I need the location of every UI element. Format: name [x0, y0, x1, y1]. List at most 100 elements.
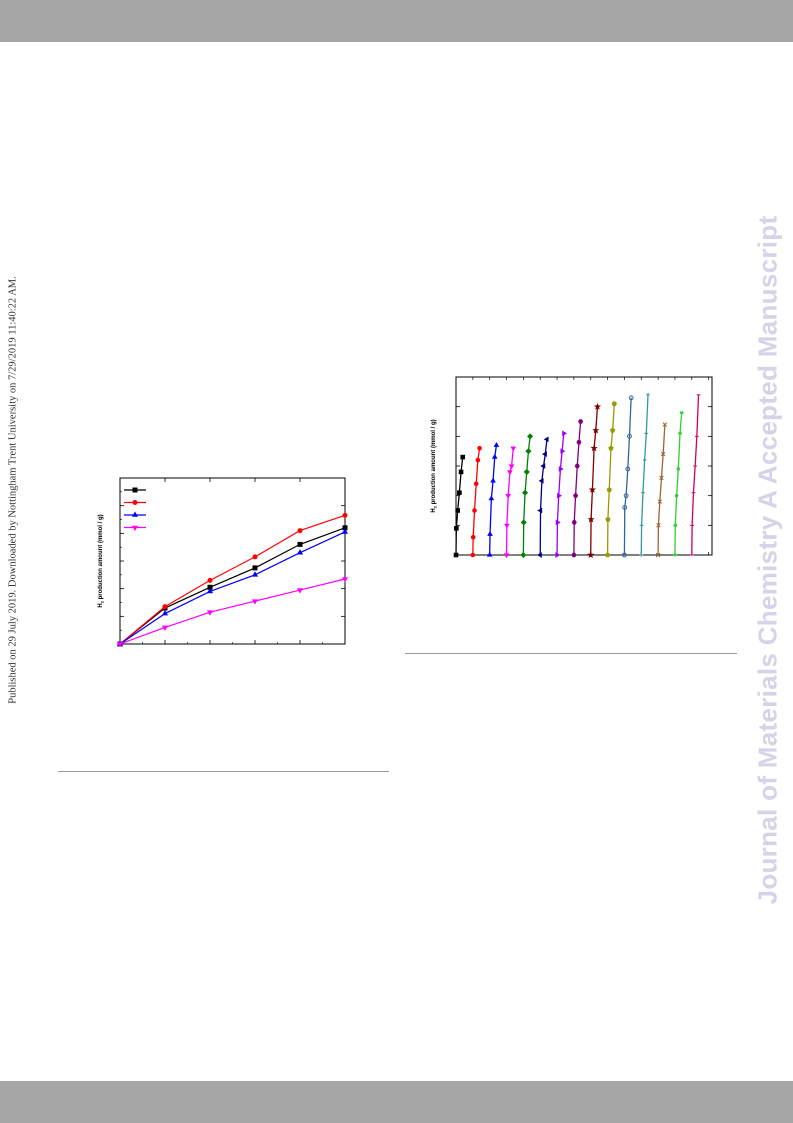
chart-right-point-10-1 [604, 552, 611, 558]
chart-right-point-13-3 [657, 499, 663, 504]
chart-right-point-6-3 [538, 478, 544, 484]
chart-right-point-10-5 [609, 427, 616, 433]
chart-right-point-4-2 [504, 523, 510, 529]
chart-right-point-3-2 [487, 530, 493, 536]
chart-left-point-3-3 [206, 587, 214, 594]
chart-right-point-10-3 [606, 486, 612, 492]
chart-right-point-14-2 [673, 523, 678, 528]
chart-right-point-7-4 [558, 466, 564, 472]
chart-left: H2 production amount (mmol / g) [98, 477, 349, 648]
chart-right-cycle-line-14 [674, 412, 683, 556]
chart-left-point-3-6 [341, 528, 349, 534]
chart-right-point-2-4 [473, 481, 479, 487]
chart-right-point-13-5 [660, 451, 666, 457]
chart-right-cycle-line-12 [640, 394, 649, 556]
chart-right-point-2-5 [475, 457, 481, 463]
chart-right-point-9-5 [592, 426, 600, 434]
chart-right-point-6-1 [536, 552, 542, 558]
chart-left-point-3-4 [251, 571, 259, 577]
chart-right-point-4-1 [503, 553, 510, 559]
chart-right-cycle-line-5 [522, 436, 531, 556]
chart-right-point-8-2 [571, 520, 577, 525]
chart-right-point-11-4 [625, 466, 631, 472]
chart-right-point-5-6 [527, 433, 534, 440]
chart-right-point-3-3 [488, 495, 495, 501]
chart-right-cycle-line-15 [691, 394, 700, 556]
chart-right-point-12-4 [642, 458, 647, 462]
chart-right-point-11-3 [623, 493, 629, 499]
chart-right-cycle-line-8 [573, 421, 582, 556]
chart-right-point-9-6 [593, 402, 602, 410]
chart-left-point-2-5 [297, 528, 303, 534]
chart-left-ticks [119, 477, 346, 645]
chart-right-point-3-4 [490, 477, 496, 483]
chart-right-point-6-4 [540, 463, 546, 469]
chart-right-point-7-3 [557, 492, 563, 499]
chart-right-point-1-5 [458, 469, 464, 475]
chart-left-plot-frame [119, 477, 346, 645]
chart-right-point-12-5 [644, 431, 649, 436]
chart-right-point-5-4 [523, 468, 530, 475]
chart-right-point-9-4 [590, 444, 598, 452]
chart-right-point-9-2 [587, 515, 595, 523]
chart-right-point-5-5 [525, 448, 532, 455]
chart-right-cycle-line-10 [606, 403, 615, 556]
chart-right-point-5-2 [520, 519, 527, 526]
chart-left-series-line-1 [119, 527, 346, 645]
chart-right-point-3-1 [486, 551, 493, 557]
section-divider-left [58, 771, 389, 772]
chart-left-point-2-2 [162, 604, 168, 610]
chart-right-point-1-3 [455, 508, 460, 513]
chart-right-point-2-6 [477, 445, 482, 451]
chart-left-point-3-5 [296, 549, 304, 555]
chart-right-point-7-5 [560, 448, 566, 454]
chart-right-point-11-5 [627, 433, 632, 439]
chart-right-point-14-3 [674, 493, 679, 498]
chart-left-point-2-6 [342, 512, 348, 518]
chart-left-point-4-5 [296, 588, 304, 594]
chart-right-point-6-2 [537, 507, 543, 514]
chart-right-point-3-5 [491, 453, 498, 459]
chart-left-point-3-2 [161, 610, 169, 616]
chart-right-series [453, 392, 701, 559]
chart-right-cycle-line-6 [539, 439, 548, 556]
chart-right-point-4-6 [510, 446, 517, 452]
chart-right-point-5-3 [522, 489, 529, 496]
chart-left-legend-marker-2 [132, 500, 138, 505]
chart-left-series-line-3 [119, 531, 346, 645]
chart-right-point-3-6 [493, 441, 500, 447]
chart-right-point-10-4 [608, 445, 614, 451]
page-header-band [0, 0, 793, 42]
chart-right-cycle-line-9 [590, 406, 599, 556]
page-footer-band [0, 1081, 793, 1123]
chart-left-series-line-4 [119, 578, 346, 645]
chart-left-legend [124, 487, 146, 532]
chart-right-point-13-1 [655, 552, 661, 558]
chart-right-point-14-6 [679, 410, 684, 415]
chart-right-point-11-1 [622, 552, 627, 558]
journal-watermark: Journal of Materials Chemistry A Accepte… [752, 215, 783, 905]
chart-left-legend-marker-4 [131, 525, 139, 532]
published-line: Published on 29 July 2019. Downloaded by… [7, 276, 19, 704]
chart-right-point-1-2 [454, 526, 459, 531]
chart-right-point-12-3 [641, 490, 645, 495]
section-divider-right [405, 653, 737, 654]
chart-left-point-1-4 [252, 565, 258, 571]
chart-right-point-2-2 [470, 534, 476, 540]
chart-right-point-8-3 [573, 493, 579, 498]
chart-right-point-4-5 [508, 464, 515, 470]
chart-right-point-14-5 [678, 431, 682, 436]
chart-right-cycle-line-4 [505, 448, 514, 556]
chart-right-point-12-6 [646, 392, 650, 397]
chart-right-point-14-4 [676, 467, 681, 471]
chart-right-point-7-6 [562, 430, 568, 437]
chart-left-point-4-3 [206, 610, 214, 616]
chart-left-series [116, 512, 349, 648]
chart-right-point-10-2 [605, 516, 611, 522]
chart-right: H2 production amount (mmol / g) [431, 376, 713, 559]
chart-right-point-12-2 [639, 523, 644, 528]
chart-left-legend-marker-1 [132, 487, 138, 493]
chart-left-series-line-2 [119, 514, 346, 645]
chart-right-y-axis-label: H2 production amount (mmol / g) [431, 419, 438, 512]
chart-left-point-1-5 [297, 541, 303, 547]
